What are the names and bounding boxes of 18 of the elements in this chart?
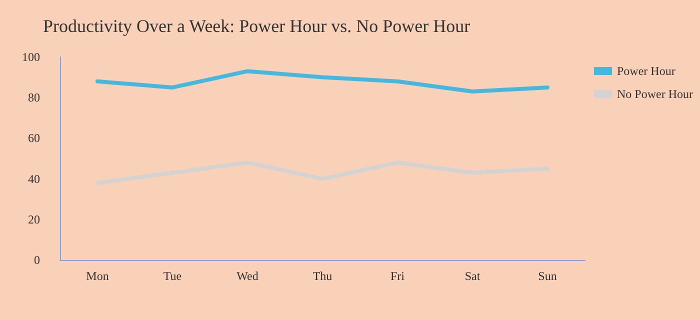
chart-title: Productivity Over a Week: Power Hour vs. No Power Hour [43,16,470,36]
y-tick-label: 40 [28,172,40,186]
y-tick-label: 0 [34,253,40,267]
y-tick-label: 20 [28,212,40,226]
line-series [96,160,550,185]
y-tick-label: 60 [28,131,40,146]
x-tick-label: Wed [236,269,258,283]
x-tick-label: Sat [464,269,481,283]
x-tick-label: Fri [390,269,406,283]
y-tick-label: 100 [22,50,40,64]
y-tick-label: 80 [28,90,40,105]
x-tick-label: Sun [538,269,557,283]
x-tick-label: Tue [163,269,182,283]
line-series [96,69,550,94]
legend-label: No Power Hour [617,87,694,101]
x-tick-label: Thu [312,269,332,283]
x-tick-label: Mon [86,269,109,283]
legend-label: Power Hour [617,64,676,78]
